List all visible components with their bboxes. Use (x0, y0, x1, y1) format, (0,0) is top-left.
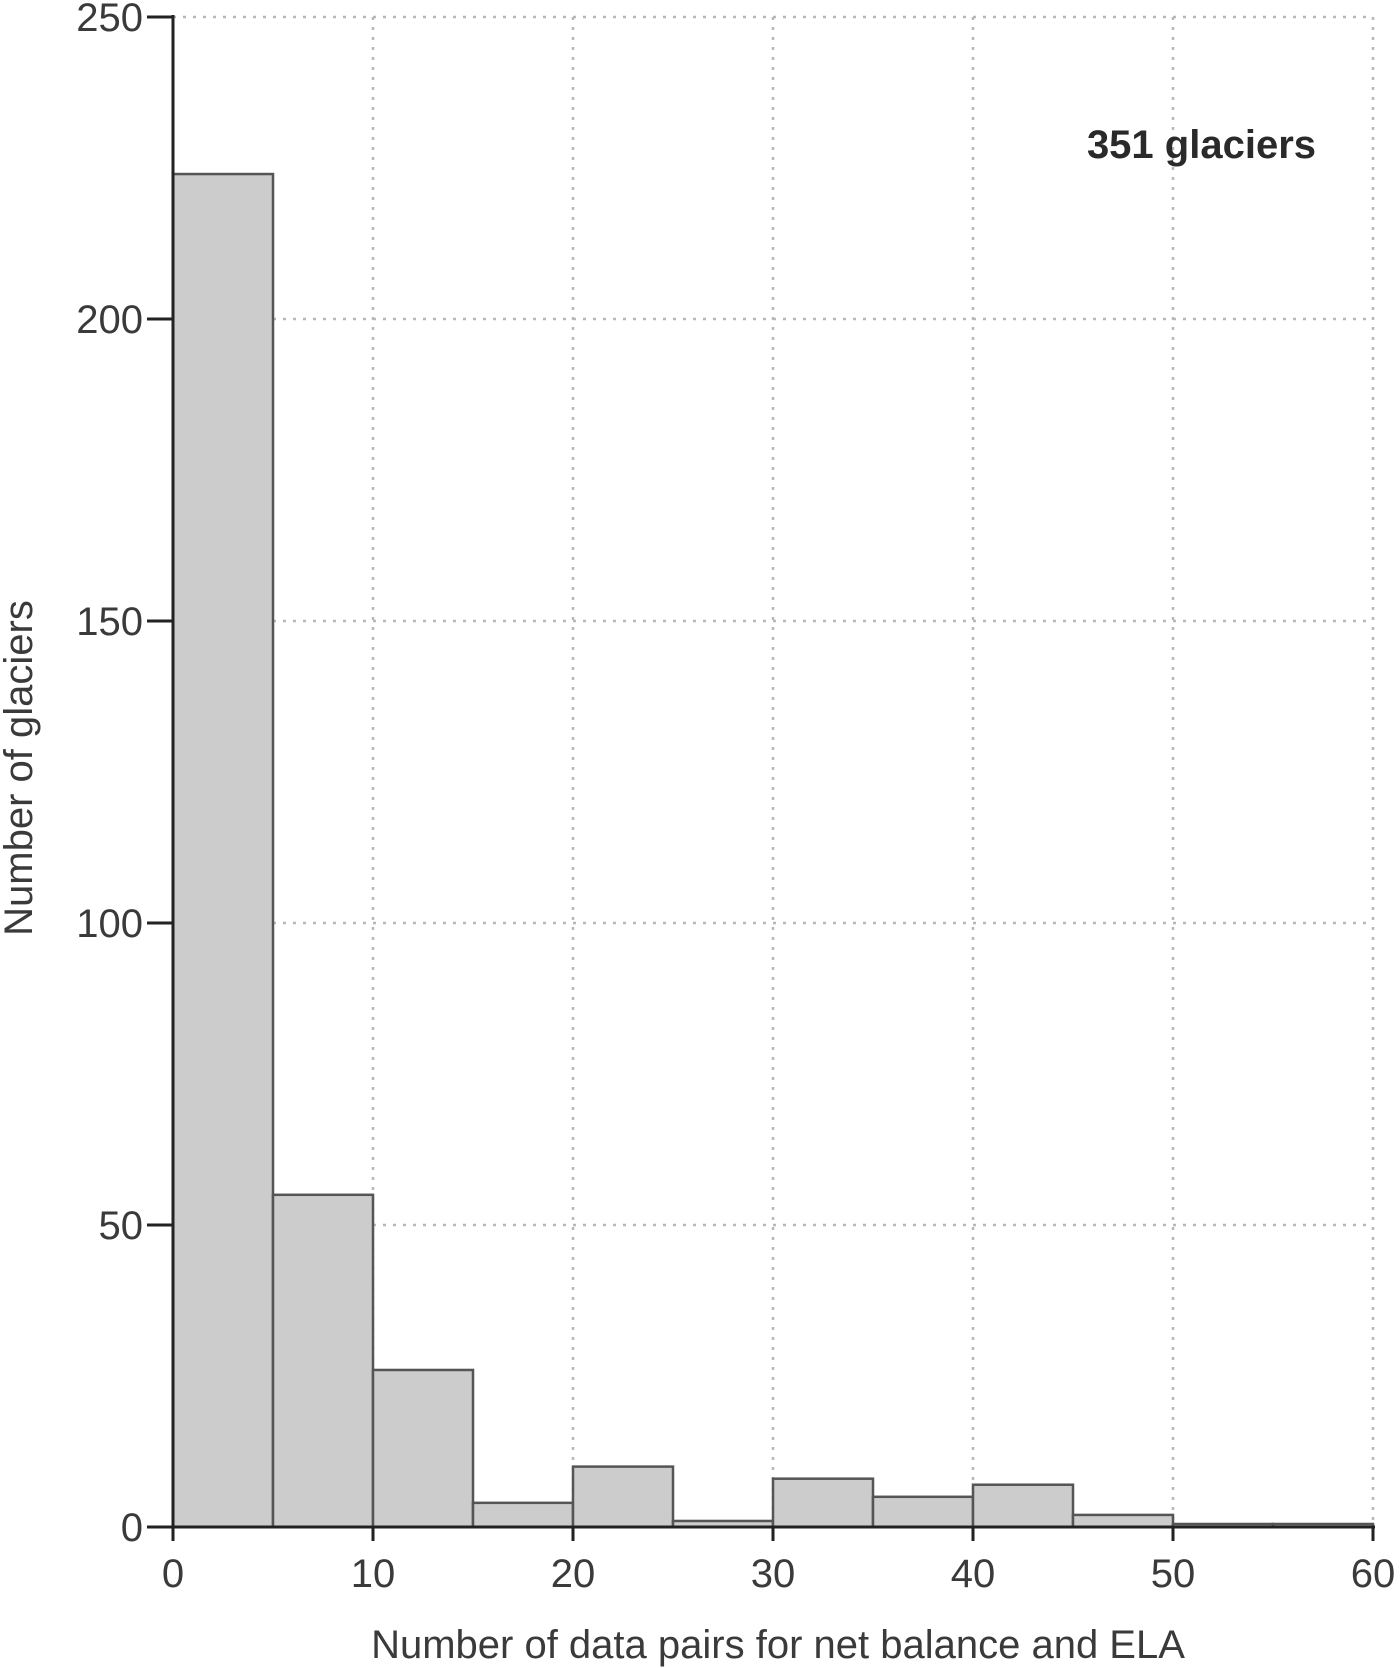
x-tick-label: 20 (551, 1552, 596, 1596)
x-tick-label: 10 (351, 1552, 396, 1596)
histogram-bar (871, 1495, 975, 1529)
histogram-bar (271, 1193, 375, 1529)
histogram-bar (1071, 1513, 1175, 1529)
y-tick-label: 150 (76, 600, 143, 644)
y-axis-title: Number of glaciers (0, 600, 41, 936)
x-axis-title: Number of data pairs for net balance and… (371, 1623, 1185, 1667)
y-tick-label: 0 (121, 1506, 143, 1550)
x-tick-label: 50 (1151, 1552, 1196, 1596)
histogram-bar (171, 172, 275, 1529)
x-tick-label: 30 (751, 1552, 796, 1596)
ticks: 0 10 20 30 40 50 60 0 50 100 150 200 250 (76, 0, 1395, 1596)
y-tick-label: 100 (76, 902, 143, 946)
x-tick-label: 40 (951, 1552, 996, 1596)
histogram-bar (471, 1501, 575, 1529)
y-tick-label: 50 (99, 1204, 144, 1248)
histogram-bar (771, 1477, 875, 1529)
x-tick-label: 0 (162, 1552, 184, 1596)
x-tick-label: 60 (1351, 1552, 1396, 1596)
glacier-count-annotation: 351 glaciers (1087, 123, 1316, 167)
y-tick-label: 200 (76, 298, 143, 342)
histogram-bar (371, 1368, 475, 1529)
y-tick-label: 250 (76, 0, 143, 40)
histogram-bar (971, 1483, 1075, 1529)
bars (171, 172, 1375, 1529)
histogram-bar (571, 1465, 675, 1529)
